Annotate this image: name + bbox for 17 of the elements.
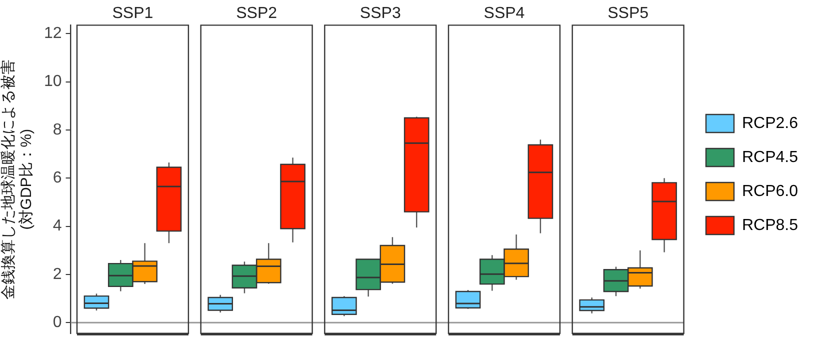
x-tick-label: SSP5 (608, 5, 649, 22)
legend-label: RCP6.0 (742, 182, 798, 200)
x-tick-label: SSP2 (236, 5, 278, 22)
x-tick-label: SSP1 (112, 5, 154, 22)
y-tick-label: 6 (52, 170, 62, 186)
y-tick-label: 12 (44, 25, 62, 42)
y-tick-label: 2 (52, 266, 62, 283)
legend-label: RCP2.6 (742, 114, 798, 132)
x-tick-label: SSP4 (484, 5, 525, 22)
y-tick-label: 0 (52, 314, 62, 331)
legend-label: RCP8.5 (742, 216, 798, 234)
y-axis-title: 金銭換算した地球温暖化による被害 (対GDP比：%) (0, 59, 36, 300)
y-tick-label: 4 (52, 218, 62, 235)
y-tick-label: 10 (44, 73, 62, 90)
legend-label: RCP4.5 (742, 148, 798, 166)
x-tick-label: SSP3 (360, 5, 401, 22)
y-tick-label: 8 (52, 121, 62, 138)
